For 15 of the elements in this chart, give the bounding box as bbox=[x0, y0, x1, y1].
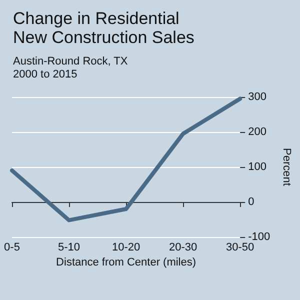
y-tick-label: -100 bbox=[248, 231, 270, 243]
x-tick-label: 0-5 bbox=[4, 242, 20, 254]
y-tick-label: 100 bbox=[248, 161, 266, 173]
chart-title: Change in Residential New Construction Sales bbox=[13, 9, 194, 47]
x-tick-label: 20-30 bbox=[168, 242, 198, 254]
x-axis-title: Distance from Center (miles) bbox=[56, 256, 196, 268]
y-tick-label: 200 bbox=[248, 126, 266, 138]
x-tick-label: 30-50 bbox=[226, 242, 254, 254]
y-tick-label: 0 bbox=[248, 196, 254, 208]
x-tick-label: 5-10 bbox=[58, 242, 80, 254]
y-tick-label: 300 bbox=[248, 91, 266, 103]
y-axis-title: Percent bbox=[280, 148, 292, 186]
x-tick-label: 10-20 bbox=[112, 242, 140, 254]
chart-subtitle: Austin-Round Rock, TX 2000 to 2015 bbox=[13, 56, 128, 80]
line-series bbox=[10, 96, 242, 222]
